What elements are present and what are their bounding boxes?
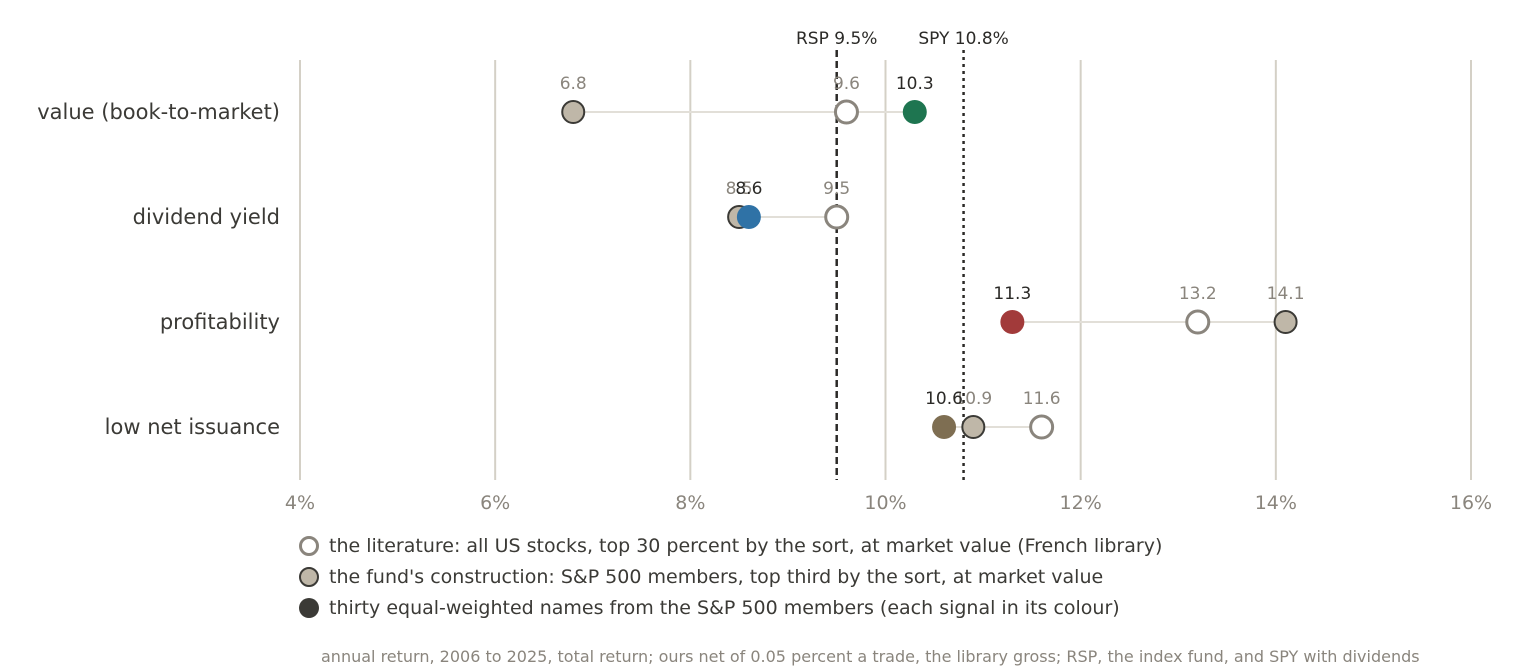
literature-data-label: 13.2 <box>1179 284 1217 304</box>
category-label: dividend yield <box>133 205 280 229</box>
category-label: value (book-to-market) <box>37 100 280 124</box>
literature-data-label: 11.6 <box>1023 389 1061 409</box>
ours-data-label: 10.6 <box>925 389 963 409</box>
dot-plot-chart: 4% 6% 8% 10% 12% 14% 16% value (book-to-market)… <box>37 29 1492 514</box>
legend-swatch-literature <box>299 535 319 556</box>
reference-line-label: SPY 10.8% <box>918 29 1008 49</box>
ours-data-label: 8.6 <box>735 179 762 199</box>
fund-data-label: 10.9 <box>954 389 992 409</box>
literature-point <box>1185 309 1211 335</box>
category-label: low net issuance <box>105 415 280 439</box>
literature-data-label: 9.6 <box>833 74 860 94</box>
x-tick-label: 16% <box>1450 492 1492 514</box>
literature-point <box>824 204 850 230</box>
literature-point <box>833 99 859 125</box>
x-tick-label: 14% <box>1255 492 1297 514</box>
ours-point <box>902 100 927 124</box>
legend-label-literature: the literature: all US stocks, top 30 pe… <box>329 534 1163 557</box>
chart-note: annual return, 2006 to 2025, total retur… <box>321 647 1420 666</box>
legend-label-fund: the fund's construction: S&P 500 members… <box>329 565 1104 588</box>
legend-swatch-ours <box>299 597 319 618</box>
literature-point <box>1029 414 1055 440</box>
legend-item-literature: the literature: all US stocks, top 30 pe… <box>299 530 1162 561</box>
x-tick-label: 12% <box>1060 492 1102 514</box>
fund-data-label: 8.5 <box>726 179 753 199</box>
legend: the literature: all US stocks, top 30 pe… <box>299 530 1162 623</box>
ours-point <box>932 415 957 439</box>
category-label: profitability <box>160 310 280 334</box>
literature-data-label: 9.5 <box>823 179 850 199</box>
fund-data-label: 6.8 <box>560 74 587 94</box>
fund-point <box>561 100 586 124</box>
fund-point <box>961 415 986 439</box>
fund-point <box>1273 310 1298 334</box>
x-tick-label: 8% <box>675 492 705 514</box>
x-tick-label: 10% <box>864 492 906 514</box>
ours-data-label: 11.3 <box>993 284 1031 304</box>
x-tick-label: 4% <box>285 492 315 514</box>
legend-label-ours: thirty equal-weighted names from the S&P… <box>329 596 1120 619</box>
x-tick-label: 6% <box>480 492 510 514</box>
ours-point <box>736 205 761 229</box>
legend-item-fund: the fund's construction: S&P 500 members… <box>299 561 1162 592</box>
fund-data-label: 14.1 <box>1267 284 1305 304</box>
ours-data-label: 10.3 <box>896 74 934 94</box>
legend-item-ours: thirty equal-weighted names from the S&P… <box>299 592 1162 623</box>
reference-line-label: RSP 9.5% <box>796 29 877 49</box>
ours-point <box>1000 310 1025 334</box>
legend-swatch-fund <box>299 566 319 587</box>
